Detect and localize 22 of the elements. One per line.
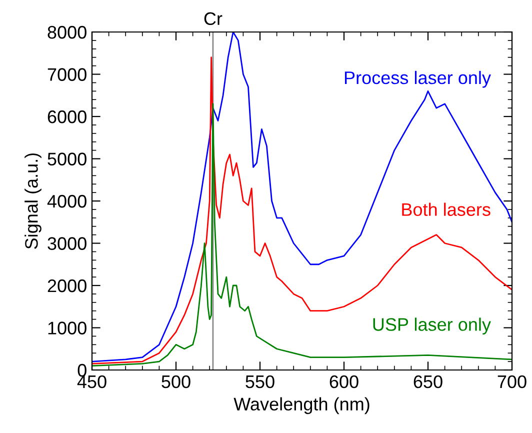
y-tick-label: 4000 [47,194,86,208]
line-series [92,103,512,366]
y-tick-label: 3000 [48,237,86,250]
y-tick-label: 1000 [48,322,86,334]
x-tick-label: 500 [162,375,190,388]
y-axis-title: Signal (a.u.) [24,153,42,249]
series-label: USP laser only [373,318,491,334]
y-tick-label: 7000 [48,68,86,81]
y-tick-label: 0 [78,364,86,377]
x-tick-label: 650 [414,375,442,388]
x-tick-label: 700 [498,375,526,388]
y-tick-label: 5000 [48,152,86,166]
series-label: Process laser only [344,70,491,88]
x-tick-label: 550 [246,375,274,388]
x-tick-label: 600 [330,375,358,388]
ref-line-label: Cr [204,12,222,26]
x-axis-title: Wavelength (nm) [234,397,370,414]
x-tick-label: 450 [77,375,106,388]
y-tick-label: 8000 [48,26,86,39]
y-tick-label: 2000 [48,279,86,292]
series-label: Both lasers [402,202,490,216]
y-tick-label: 6000 [48,110,86,124]
